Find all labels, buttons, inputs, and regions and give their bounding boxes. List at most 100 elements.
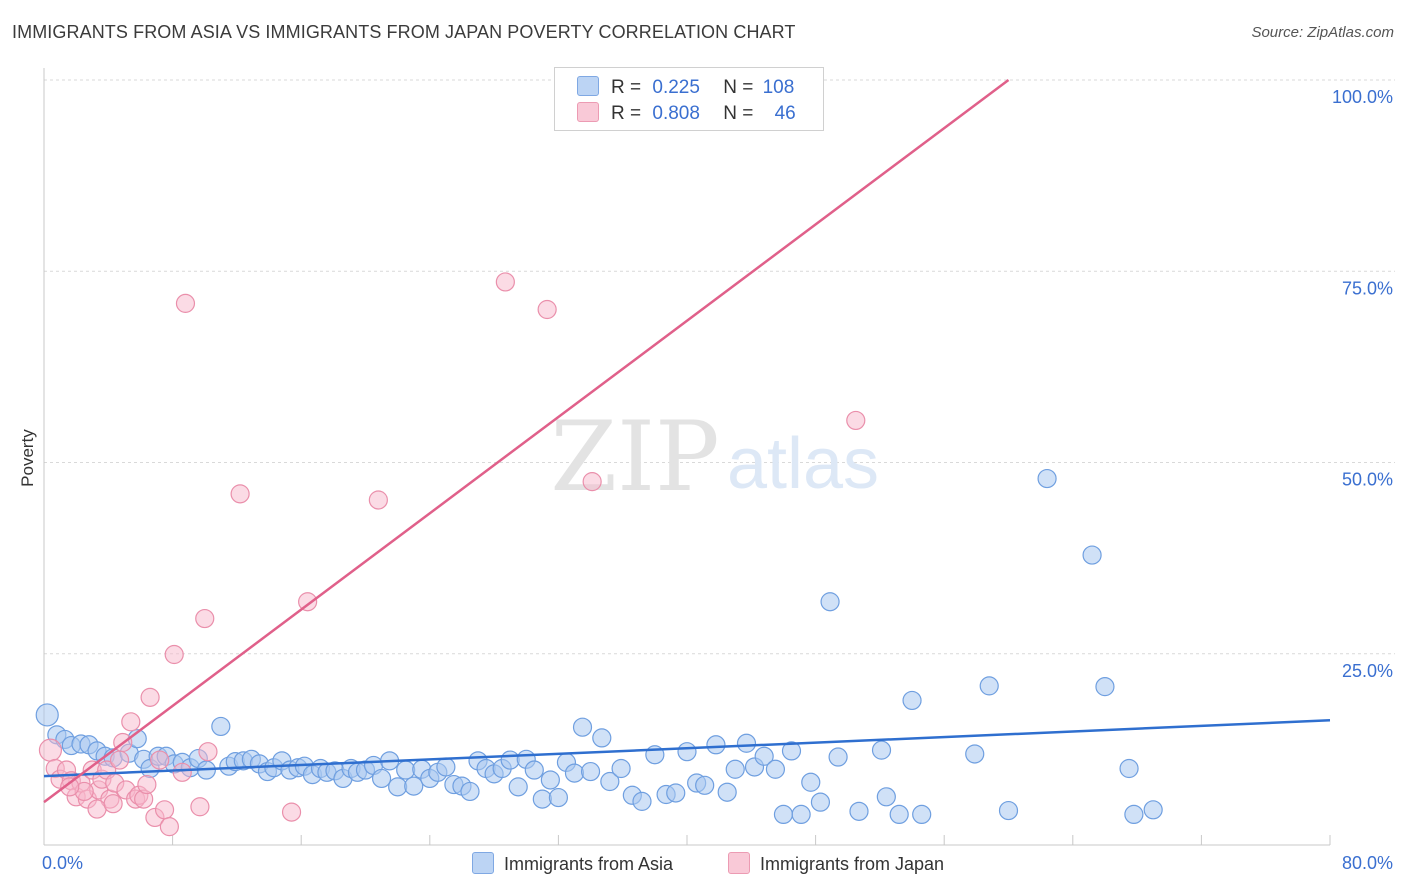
asia-point-96 [889, 804, 909, 825]
asia-point-63 [548, 787, 569, 808]
japan-point-42 [87, 799, 107, 819]
japan-point-23 [150, 750, 170, 770]
japan-point-36 [495, 272, 515, 292]
asia-point-98 [912, 804, 932, 825]
japan-point-31 [198, 742, 218, 762]
bottom-legend-japan-label: Immigrants from Japan [760, 854, 945, 874]
legend-swatch-asia [577, 76, 599, 96]
japan-point-40 [846, 410, 866, 431]
asia-point-68 [592, 728, 612, 748]
asia-point-81 [725, 759, 745, 779]
asia-point-99 [965, 744, 985, 764]
asia-point-89 [801, 772, 821, 792]
asia-point-60 [524, 760, 544, 780]
legend-japan-r-value: 0.808 [652, 103, 700, 124]
japan-point-35 [368, 490, 388, 510]
legend-row-asia: R = 0.225 N = 108 [577, 76, 794, 100]
japan-point-44 [60, 777, 80, 797]
japan-point-24 [154, 800, 175, 820]
japan-point-14 [109, 750, 130, 770]
asia-trend-line [43, 719, 1331, 778]
bottom-swatch-asia [472, 852, 494, 874]
bottom-legend-asia: Immigrants from Asia [472, 852, 673, 875]
japan-point-25 [159, 817, 179, 837]
asia-point-67 [580, 761, 601, 782]
asia-point-102 [1037, 468, 1057, 489]
asia-point-82 [736, 733, 757, 753]
asia-point-93 [849, 801, 869, 821]
asia-point-79 [706, 735, 726, 755]
bottom-legend-japan: Immigrants from Japan [728, 852, 944, 875]
asia-point-80 [717, 782, 737, 802]
asia-point-88 [791, 804, 811, 825]
legend-asia-n-value: 108 [762, 77, 795, 98]
asia-point-107 [1143, 800, 1163, 820]
tick-labels: 25.0% 50.0% 75.0% 100.0% 0.0% 80.0% [42, 87, 1393, 873]
asia-point-97 [902, 690, 922, 711]
japan-point-17 [121, 712, 141, 732]
japan-point-30 [195, 608, 215, 629]
trend-lines [43, 78, 1331, 804]
asia-point-84 [754, 746, 774, 766]
asia-point-66 [572, 717, 593, 737]
asia-point-62 [540, 770, 560, 790]
asia-point-0 [35, 703, 59, 727]
asia-point-52 [460, 781, 480, 802]
asia-point-106 [1124, 804, 1144, 825]
watermark: ZIP atlas [550, 401, 879, 513]
japan-point-21 [140, 687, 160, 707]
asia-point-43 [388, 777, 408, 797]
legend-row-japan: R = 0.808 N = 46 [577, 102, 796, 126]
asia-point-87 [781, 741, 802, 761]
series-asia-points [35, 468, 1163, 825]
watermark-zip: ZIP [550, 401, 719, 513]
asia-point-75 [666, 783, 686, 803]
legend-asia-r-label: R = [611, 77, 642, 98]
legend-asia-n-label: N = [723, 77, 754, 98]
japan-point-32 [230, 484, 250, 504]
asia-point-61 [532, 789, 552, 809]
asia-point-101 [998, 800, 1019, 821]
asia-point-57 [500, 750, 520, 770]
japan-point-28 [175, 293, 196, 313]
legend-japan-n-label: N = [723, 103, 754, 124]
asia-point-86 [773, 804, 794, 825]
y-tick-label-100: 100.0% [1332, 87, 1393, 107]
asia-point-44 [396, 760, 416, 780]
japan-point-27 [172, 762, 192, 782]
asia-point-20 [211, 716, 231, 737]
asia-point-92 [828, 747, 848, 767]
x-tick-label-min: 0.0% [42, 853, 83, 873]
legend-asia-r-value: 0.225 [652, 77, 700, 98]
asia-point-76 [677, 742, 697, 762]
y-tick-label-25: 25.0% [1342, 661, 1393, 681]
source-label: Source: ZipAtlas.com [1251, 24, 1394, 41]
japan-point-37 [537, 299, 557, 320]
y-tick-label-75: 75.0% [1342, 278, 1393, 298]
legend-swatch-japan [577, 102, 599, 122]
asia-point-85 [765, 759, 786, 779]
asia-point-95 [876, 787, 896, 807]
y-axis-label: Poverty [18, 429, 37, 487]
japan-point-29 [190, 797, 210, 817]
asia-point-78 [695, 775, 715, 795]
asia-point-65 [564, 763, 585, 783]
legend-japan-r-label: R = [611, 103, 642, 124]
asia-point-90 [810, 792, 831, 812]
japan-point-33 [281, 802, 302, 822]
correlation-legend: R = 0.225 N = 108 R = 0.808 N = 46 [554, 67, 824, 131]
asia-point-94 [871, 740, 892, 760]
asia-point-103 [1082, 545, 1102, 565]
asia-point-100 [979, 676, 999, 696]
japan-point-0 [38, 738, 63, 762]
japan-point-43 [103, 794, 123, 814]
x-tick-label-max: 80.0% [1342, 853, 1393, 873]
chart-title: IMMIGRANTS FROM ASIA VS IMMIGRANTS FROM … [12, 22, 796, 42]
bottom-swatch-japan [728, 852, 750, 874]
asia-point-72 [632, 791, 652, 811]
japan-point-38 [582, 472, 602, 492]
asia-point-45 [404, 776, 424, 796]
legend-japan-n-value: 46 [774, 103, 796, 124]
asia-point-91 [820, 592, 840, 612]
